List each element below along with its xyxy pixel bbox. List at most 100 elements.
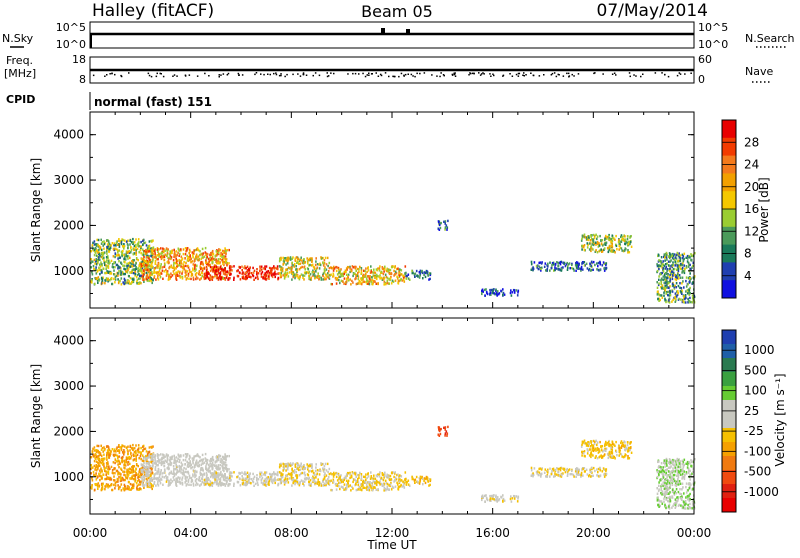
power-cell <box>225 255 227 257</box>
power-cell <box>213 266 215 268</box>
velocity-cell <box>168 481 170 483</box>
nsky-start-bar <box>90 34 92 48</box>
power-cell <box>657 265 659 267</box>
velocity-cell <box>98 485 100 487</box>
velocity-cell <box>313 477 315 479</box>
velocity-cell <box>160 453 162 455</box>
velocity-cell <box>210 462 212 464</box>
velocity-cell <box>114 462 116 464</box>
power-cell <box>117 278 119 280</box>
power-cell <box>627 249 629 251</box>
power-cell <box>353 266 355 268</box>
power-cell <box>282 274 284 276</box>
nave-dot <box>228 73 230 75</box>
power-cell <box>142 248 144 250</box>
power-cell <box>207 263 209 265</box>
power-cell <box>113 261 115 263</box>
power-cell <box>122 250 124 252</box>
velocity-cell <box>121 469 123 471</box>
power-cell <box>680 277 682 279</box>
velocity-cell <box>286 480 288 482</box>
velocity-cell <box>109 449 111 451</box>
power-cell <box>106 256 108 258</box>
velocity-cell <box>135 450 137 452</box>
power-cell <box>176 250 178 252</box>
velocity-cell <box>102 488 104 490</box>
nave-dot <box>602 73 604 75</box>
colorbar-tick-label: 8 <box>744 247 752 261</box>
power-cell <box>292 264 294 266</box>
nave-dot <box>612 74 614 76</box>
nave-dot <box>149 75 151 77</box>
power-cell <box>265 268 267 270</box>
power-cell <box>114 281 116 283</box>
power-cell <box>215 270 217 272</box>
colorbar-tick-label: 4 <box>744 269 752 283</box>
nave-dot <box>412 75 414 77</box>
nave-dot <box>111 73 113 75</box>
power-cell <box>399 268 401 270</box>
power-cell <box>624 249 626 251</box>
power-cell <box>315 264 317 266</box>
power-cell <box>205 251 207 253</box>
velocity-cell <box>120 476 122 478</box>
power-cell <box>355 277 357 279</box>
velocity-cell <box>317 473 319 475</box>
velocity-cell <box>129 463 131 465</box>
velocity-cell <box>207 459 209 461</box>
power-cell <box>114 266 116 268</box>
power-cell <box>106 250 108 252</box>
power-cell <box>590 269 592 271</box>
velocity-cell <box>112 469 114 471</box>
velocity-cell <box>128 481 130 483</box>
velocity-cell <box>276 473 278 475</box>
velocity-cell <box>294 469 296 471</box>
nave-dot <box>629 72 631 74</box>
velocity-cell <box>139 481 141 483</box>
velocity-cell <box>266 484 268 486</box>
power-cell <box>265 275 267 277</box>
power-cell <box>536 265 538 267</box>
power-cell <box>170 273 172 275</box>
power-cell <box>545 262 547 264</box>
nave-dot <box>315 72 317 74</box>
power-cell <box>160 252 162 254</box>
power-cell <box>214 259 216 261</box>
power-cell <box>681 287 683 289</box>
velocity-cell <box>130 457 132 459</box>
velocity-cell <box>102 447 104 449</box>
power-cell <box>297 261 299 263</box>
power-cell <box>119 240 121 242</box>
power-cell <box>172 267 174 269</box>
power-cell <box>153 277 155 279</box>
power-cell <box>146 244 148 246</box>
nave-dot <box>593 73 595 75</box>
velocity-cell <box>292 479 294 481</box>
velocity-cell <box>91 466 93 468</box>
colorbar-swatch <box>722 209 736 227</box>
nave-dot <box>219 76 221 78</box>
power-cell <box>92 242 94 244</box>
velocity-cell <box>326 481 328 483</box>
velocity-cell <box>181 468 183 470</box>
velocity-cell <box>194 464 196 466</box>
velocity-cell <box>164 476 166 478</box>
velocity-cell <box>166 477 168 479</box>
velocity-cell <box>100 467 102 469</box>
power-cell <box>679 282 681 284</box>
power-cell <box>257 278 259 280</box>
power-cell <box>551 264 553 266</box>
velocity-cell <box>175 461 177 463</box>
power-cell <box>596 262 598 264</box>
power-cell <box>430 272 432 274</box>
nave-dot <box>509 73 511 75</box>
power-cell <box>316 277 318 279</box>
velocity-cell <box>98 462 100 464</box>
velocity-cell <box>129 456 131 458</box>
nave-dot <box>481 73 483 75</box>
power-cell <box>405 275 407 277</box>
power-cell <box>206 256 208 258</box>
nave-dot <box>563 75 565 77</box>
power-cell <box>322 275 324 277</box>
power-cell <box>656 281 658 283</box>
